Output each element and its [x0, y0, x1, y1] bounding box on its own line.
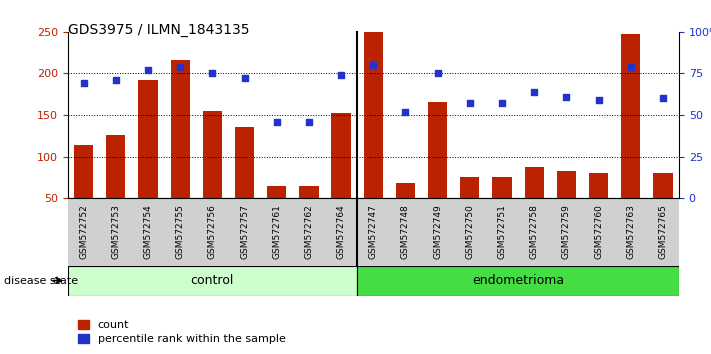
Text: GSM572763: GSM572763 — [626, 204, 635, 259]
Point — [303, 119, 314, 125]
Point — [336, 72, 347, 78]
Point — [625, 64, 636, 70]
Point — [432, 71, 444, 76]
Bar — [331, 113, 351, 198]
Point — [528, 89, 540, 95]
Bar — [139, 80, 158, 198]
Text: GSM572758: GSM572758 — [530, 204, 539, 259]
Text: GSM572765: GSM572765 — [658, 204, 668, 259]
Bar — [428, 102, 447, 198]
Bar — [299, 186, 319, 198]
Text: GSM572751: GSM572751 — [498, 204, 506, 259]
Bar — [203, 111, 222, 198]
Bar — [171, 60, 190, 198]
Point — [496, 101, 508, 106]
Text: GSM572764: GSM572764 — [336, 205, 346, 259]
Text: GSM572749: GSM572749 — [433, 205, 442, 259]
Point — [271, 119, 282, 125]
Bar — [68, 266, 357, 296]
Bar — [267, 186, 287, 198]
Bar — [589, 173, 608, 198]
Text: GSM572754: GSM572754 — [144, 205, 152, 259]
Text: GDS3975 / ILMN_1843135: GDS3975 / ILMN_1843135 — [68, 23, 249, 37]
Text: GSM572759: GSM572759 — [562, 204, 571, 259]
Bar — [74, 145, 93, 198]
Point — [400, 109, 411, 115]
Text: control: control — [191, 274, 234, 287]
Text: GSM572747: GSM572747 — [369, 205, 378, 259]
Text: GSM572752: GSM572752 — [79, 205, 88, 259]
Text: GSM572756: GSM572756 — [208, 204, 217, 259]
Bar — [525, 167, 544, 198]
Bar — [363, 32, 383, 198]
Bar — [68, 198, 679, 266]
Text: disease state: disease state — [4, 275, 77, 286]
Point — [657, 96, 668, 101]
Point — [78, 81, 90, 86]
Legend: count, percentile rank within the sample: count, percentile rank within the sample — [73, 315, 290, 348]
Bar — [492, 177, 512, 198]
Point — [174, 64, 186, 70]
Text: endometrioma: endometrioma — [472, 274, 564, 287]
Point — [239, 76, 250, 81]
Bar — [235, 127, 255, 198]
Point — [593, 97, 604, 103]
Text: GSM572753: GSM572753 — [112, 204, 120, 259]
Bar — [106, 135, 125, 198]
Text: GSM572755: GSM572755 — [176, 204, 185, 259]
Text: GSM572748: GSM572748 — [401, 205, 410, 259]
Point — [110, 77, 122, 83]
Bar — [460, 177, 479, 198]
Text: GSM572762: GSM572762 — [304, 205, 314, 259]
Point — [464, 101, 476, 106]
Bar — [557, 171, 576, 198]
Point — [142, 67, 154, 73]
Bar — [621, 34, 641, 198]
Bar — [357, 266, 679, 296]
Point — [368, 62, 379, 68]
Bar — [653, 173, 673, 198]
Bar — [396, 183, 415, 198]
Point — [207, 71, 218, 76]
Text: GSM572757: GSM572757 — [240, 204, 249, 259]
Point — [561, 94, 572, 99]
Text: GSM572760: GSM572760 — [594, 204, 603, 259]
Text: GSM572761: GSM572761 — [272, 204, 282, 259]
Text: GSM572750: GSM572750 — [465, 204, 474, 259]
